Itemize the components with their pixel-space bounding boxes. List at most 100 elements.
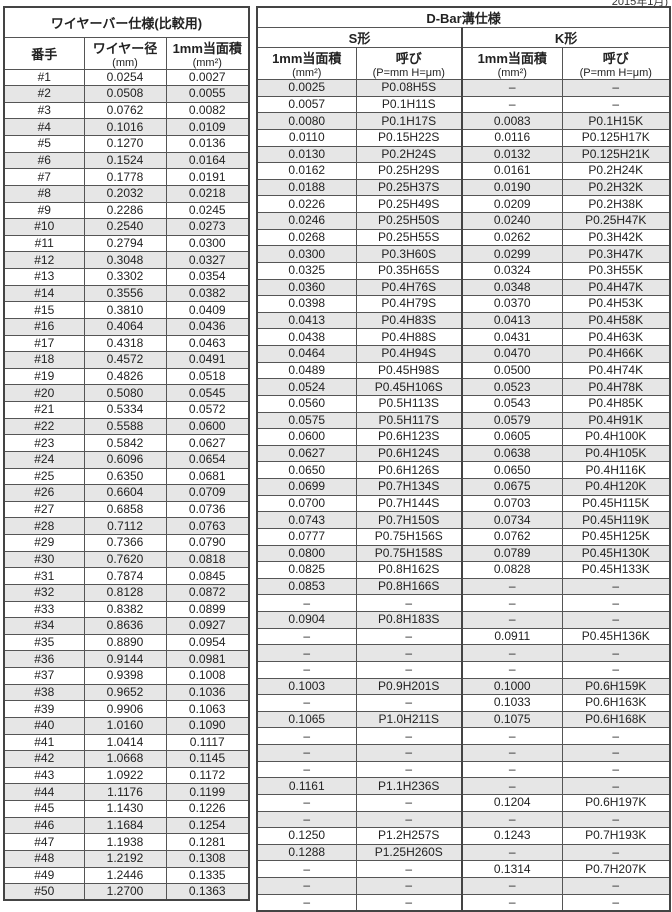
wire-area-cell: 0.0463 [165, 334, 250, 353]
k-area-cell: 0.1075 [461, 710, 563, 729]
table-row: #12 0.3048 0.0327 [3, 251, 250, 269]
wire-number-cell: #44 [3, 783, 85, 801]
col-number: 番手 [3, 36, 85, 70]
table-row: #39 0.9906 0.1063 [3, 700, 250, 718]
s-name-cell: – [355, 644, 463, 662]
wire-diameter-cell: 1.2192 [83, 849, 167, 868]
wire-area-cell: 0.1199 [165, 783, 250, 801]
s-area-cell: 0.0413 [256, 311, 357, 330]
k-name-cell: – [561, 95, 671, 114]
table-row: 0.0489 P0.45H98S 0.0500 P0.4H74K [256, 361, 671, 380]
table-row: #45 1.1430 0.1226 [3, 800, 250, 818]
wire-area-cell: 0.1090 [165, 716, 250, 735]
k-name-cell: P0.4H74K [561, 361, 671, 380]
col-s-name: 呼び (P=mm H=μm) [355, 47, 463, 80]
wire-number-cell: #39 [3, 700, 85, 718]
wire-diameter-cell: 0.9652 [83, 683, 167, 702]
wire-number-cell: #19 [3, 367, 85, 386]
s-area-cell: – [256, 793, 357, 812]
k-area-cell: – [461, 893, 563, 912]
k-area-cell: 0.0638 [461, 444, 563, 463]
wire-diameter-cell: 0.7620 [83, 550, 167, 569]
wire-number-cell: #47 [3, 833, 85, 851]
k-area-cell: 0.0523 [461, 378, 563, 396]
table-row: 0.1065 P1.0H211S 0.1075 P0.6H168K [256, 710, 671, 729]
wire-number-cell: #49 [3, 866, 85, 885]
wire-area-cell: 0.0273 [165, 218, 250, 236]
wire-number-cell: #42 [3, 750, 85, 768]
wire-number-cell: #46 [3, 816, 85, 835]
s-area-cell: – [256, 760, 357, 779]
table-row: #40 1.0160 0.1090 [3, 716, 250, 735]
wire-area-cell: 0.0136 [165, 135, 250, 153]
s-name-cell: – [355, 694, 463, 712]
s-area-cell: 0.0025 [256, 79, 357, 97]
s-name-cell: – [355, 744, 463, 762]
table-row: 0.0438 P0.4H88S 0.0431 P0.4H63K [256, 328, 671, 346]
dbar-groove-spec-table: D-Bar溝仕様 S形 K形 1mm当面積 (mm²) 呼び (P=mm H=μm) … [256, 6, 672, 912]
k-name-cell: P0.4H85K [561, 394, 671, 413]
k-name-cell: P0.4H105K [561, 444, 671, 463]
s-name-cell: P0.6H126S [355, 461, 463, 479]
k-area-cell: – [461, 644, 563, 662]
k-area-cell: 0.0370 [461, 295, 563, 313]
table-row: 0.0700 P0.7H144S 0.0703 P0.45H115K [256, 494, 671, 513]
wire-area-cell: 0.0109 [165, 118, 250, 136]
k-name-cell: – [561, 79, 671, 97]
k-name-cell: P0.4H91K [561, 411, 671, 430]
s-area-cell: – [256, 877, 357, 895]
s-area-cell: 0.0360 [256, 278, 357, 297]
k-area-cell: 0.0470 [461, 345, 563, 363]
k-area-cell: 0.1204 [461, 793, 563, 812]
table-row: – – – – [256, 660, 671, 679]
wire-number-cell: #7 [3, 168, 85, 186]
k-name-cell: – [561, 577, 671, 596]
wire-area-cell: 0.1254 [165, 816, 250, 835]
wire-diameter-cell: 0.9906 [83, 700, 167, 718]
wire-area-cell: 0.0245 [165, 201, 250, 220]
k-name-cell: P0.4H100K [561, 428, 671, 446]
wire-area-cell: 0.0763 [165, 517, 250, 535]
s-name-cell: P0.15H22S [355, 128, 463, 147]
s-name-cell: P0.8H183S [355, 611, 463, 629]
wire-area-cell: 0.1145 [165, 750, 250, 768]
k-name-cell: – [561, 777, 671, 795]
wire-area-cell: 0.0409 [165, 301, 250, 319]
table-row: 0.0413 P0.4H83S 0.0413 P0.4H58K [256, 311, 671, 330]
wire-area-cell: 0.0327 [165, 251, 250, 269]
wire-area-cell: 0.1335 [165, 866, 250, 885]
wire-diameter-cell: 1.0414 [83, 733, 167, 752]
wire-area-cell: 0.1363 [165, 883, 250, 901]
s-name-cell: P1.25H260S [355, 843, 463, 862]
dbar-title: D-Bar溝仕様 [256, 6, 671, 28]
wire-number-cell: #41 [3, 733, 85, 752]
k-name-cell: P0.1H15K [561, 112, 671, 130]
wire-number-cell: #11 [3, 234, 85, 253]
s-area-cell: 0.0489 [256, 361, 357, 380]
wire-area-cell: 0.1036 [165, 683, 250, 702]
wire-diameter-cell: 0.9398 [83, 667, 167, 685]
wire-area-cell: 0.0709 [165, 484, 250, 502]
table-row: #21 0.5334 0.0572 [3, 401, 250, 419]
wire-diameter-cell: 1.1938 [83, 833, 167, 851]
k-area-cell: 0.0703 [461, 494, 563, 513]
s-name-cell: P0.6H123S [355, 428, 463, 446]
k-area-cell: – [461, 594, 563, 612]
col-diameter: ワイヤー径 (mm) [83, 36, 167, 70]
table-row: 0.0699 P0.7H134S 0.0675 P0.4H120K [256, 478, 671, 496]
k-name-cell: P0.4H116K [561, 461, 671, 479]
table-row: 0.1003 P0.9H201S 0.1000 P0.6H159K [256, 677, 671, 696]
wire-number-cell: #2 [3, 85, 85, 103]
k-name-cell: P0.3H42K [561, 228, 671, 247]
table-row: – – – – [256, 594, 671, 612]
k-area-cell: – [461, 727, 563, 745]
k-name-cell: P0.6H159K [561, 677, 671, 696]
table-row: #43 1.0922 0.1172 [3, 766, 250, 785]
s-name-cell: P0.35H65S [355, 261, 463, 280]
wire-number-cell: #27 [3, 500, 85, 519]
table-row: 0.0325 P0.35H65S 0.0324 P0.3H55K [256, 261, 671, 280]
table-row: – – – – [256, 893, 671, 912]
wire-area-cell: 0.0191 [165, 168, 250, 186]
table-row: #20 0.5080 0.0545 [3, 384, 250, 402]
s-area-cell: 0.0853 [256, 577, 357, 596]
